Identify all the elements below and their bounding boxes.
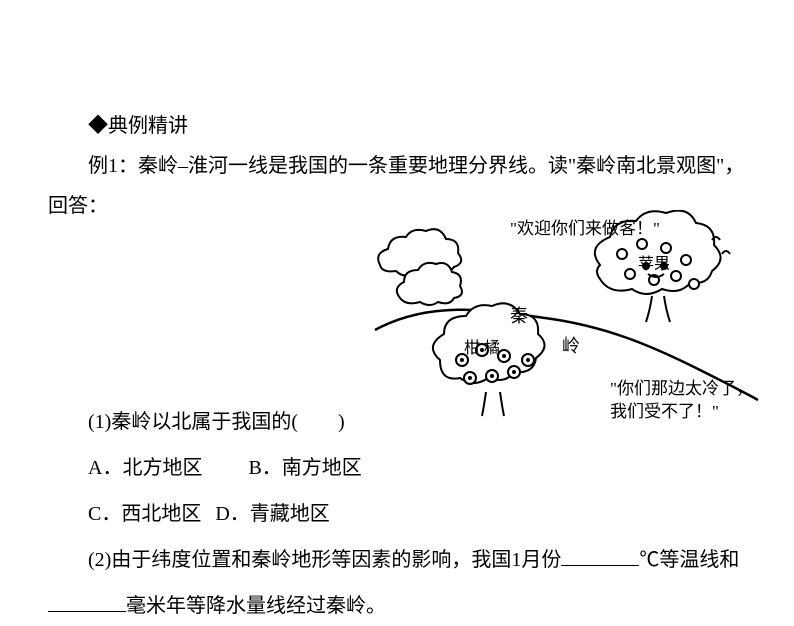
question-2-line1: (2)由于纬度位置和秦岭地形等因素的影响，我国1月份 ℃等温线和 (48, 540, 748, 580)
speech-bubble-top: "欢迎你们来做客！" (510, 218, 660, 241)
speech-right-line1: "你们那边太冷了， (610, 379, 753, 398)
blank-2 (48, 592, 126, 612)
option-a: A．北方地区 (88, 457, 202, 479)
blank-1 (561, 546, 639, 566)
label-apple: 苹果 (638, 250, 670, 274)
example-intro-line1: 例1：秦岭–淮河一线是我国的一条重要地理分界线。读"秦岭南北景观图"， (48, 146, 748, 186)
q2-part1: (2)由于纬度位置和秦岭地形等因素的影响，我国1月份 (88, 549, 561, 571)
speech-right-line2: 我们受不了！" (610, 402, 719, 421)
question-2-line2: 毫米年等降水量线经过秦岭。 (48, 586, 748, 626)
label-ling: 岭 (562, 332, 580, 358)
label-orange: 柑 橘 (464, 334, 500, 358)
question-1-options-row2: C．西北地区 D．青藏地区 (48, 494, 748, 534)
q2-part2: ℃等温线和 (639, 549, 739, 571)
option-c: C．西北地区 (88, 503, 201, 525)
option-d: D．青藏地区 (215, 503, 329, 525)
speech-bubble-right: "你们那边太冷了， 我们受不了！" (610, 378, 753, 424)
illustration-container: "欢迎你们来做客！" "你们那边太冷了， 我们受不了！" 秦 岭 苹果 柑 橘 (370, 210, 760, 430)
option-b: B．南方地区 (248, 457, 361, 479)
label-qin: 秦 (510, 302, 528, 328)
section-heading: ◆典例精讲 (48, 106, 748, 146)
q2-part3: 毫米年等降水量线经过秦岭。 (126, 595, 386, 617)
question-1-options-row1: A．北方地区 B．南方地区 (48, 448, 748, 488)
